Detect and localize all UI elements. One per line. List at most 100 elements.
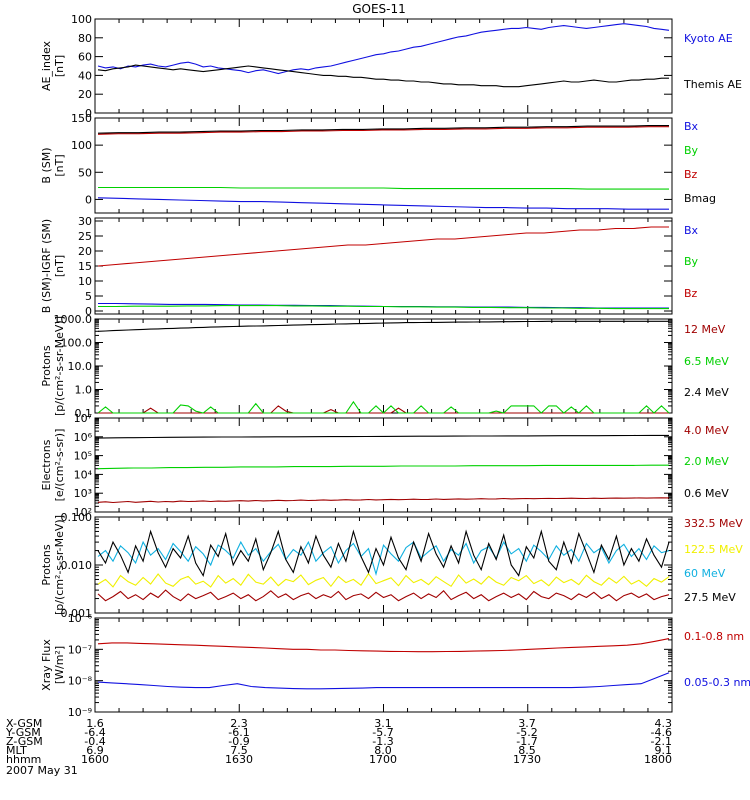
series-line-27-5-mev — [97, 529, 670, 578]
legend-label: 4.0 MeV — [684, 424, 729, 437]
y-axis-label: Xray Flux — [40, 639, 53, 691]
y-tick-label: 10⁴ — [74, 468, 93, 481]
panel-protons_hi: 0.1 1.0 10.0 100.0 1000.0 Protons [p/(cm²-s-sr… — [40, 313, 729, 420]
legend-label: 122.5 MeV — [684, 543, 743, 556]
footer-value: 4.3 — [655, 717, 673, 730]
panel-b_igrf: 0 5 10 15 20 25 30 B (SM)-IGRF (SM) [nT] Bx By Bz — [40, 215, 699, 318]
legend-label: Bmag — [684, 192, 716, 205]
footer-value: 1.6 — [86, 717, 104, 730]
panel-b_sm: 0 50 100 150 B (SM) [nT] Bx By Bz Bmag — [40, 112, 716, 214]
y-tick-label: 10⁷ — [74, 412, 92, 425]
legend-label: Bx — [684, 224, 699, 237]
footer-value: 1730 — [513, 753, 541, 766]
y-tick-label: 100 — [71, 139, 92, 152]
panel-frame — [94, 617, 673, 713]
y-tick-label: 25 — [78, 230, 92, 243]
footer-value: 3.7 — [518, 717, 536, 730]
footer-value: 2.3 — [230, 717, 248, 730]
y-axis-label: B (SM)-IGRF (SM) — [40, 219, 53, 313]
footer-value: -5.7 — [372, 726, 393, 739]
y-axis-label: Electrons — [40, 439, 53, 490]
y-tick-label: 100.0 — [61, 337, 93, 350]
series-line-bx — [97, 197, 669, 210]
series-line-bz — [97, 126, 669, 135]
y-tick-label: 10⁵ — [74, 450, 92, 463]
y-tick-label: 0.010 — [61, 559, 93, 572]
y-tick-label: 150 — [71, 112, 92, 125]
y-axis-label: [nT] — [53, 255, 66, 277]
y-tick-label: 0 — [85, 305, 92, 318]
y-axis-label: Protons — [40, 345, 53, 386]
y-axis-label: [nT] — [53, 55, 66, 77]
series-line-2-0-mev — [97, 464, 669, 470]
legend-label: 0.1-0.8 nm — [684, 630, 744, 643]
series-line-bz — [97, 226, 669, 267]
panel-xray: 10⁻⁹ 10⁻⁸ 10⁻⁷ 10⁻⁶ Xray Flux [W/m²] 0.1-0.8 n… — [40, 612, 750, 719]
y-tick-label: 50 — [78, 166, 92, 179]
footer-value: 1630 — [225, 753, 253, 766]
footer-value: -0.9 — [228, 735, 249, 748]
series-line-themis-ae — [97, 64, 669, 88]
footer-value: 8.5 — [518, 744, 536, 757]
footer-value: 8.0 — [374, 744, 392, 757]
footer-value: 9.1 — [655, 744, 673, 757]
footer-value: 3.1 — [374, 717, 392, 730]
legend-label: Bx — [684, 120, 699, 133]
footer-row-label: hhmm — [6, 753, 41, 766]
y-tick-label: 0 — [85, 107, 92, 120]
y-tick-label: 10² — [74, 506, 92, 519]
legend-label: 2.0 MeV — [684, 455, 729, 468]
legend-label: Bz — [684, 168, 698, 181]
legend-label: 60 MeV — [684, 567, 726, 580]
legend-label: Kyoto AE — [684, 32, 733, 45]
series-line-6-5-mev — [97, 400, 670, 414]
series-line-0-05-0-3-nm — [97, 672, 670, 690]
y-tick-label: 0.001 — [61, 607, 93, 620]
y-tick-label: 10⁶ — [74, 431, 93, 444]
legend-label: Bz — [684, 287, 698, 300]
plot-title: GOES-11 — [352, 2, 406, 16]
footer-row-label: X-GSM — [6, 717, 42, 730]
footer-row-label: MLT — [6, 744, 27, 757]
footer-value: -2.1 — [651, 735, 672, 748]
series-line-kyoto-ae — [97, 23, 670, 75]
footer-value: 7.5 — [230, 744, 248, 757]
series-line-by — [98, 186, 669, 190]
y-tick-label: 80 — [78, 32, 92, 45]
y-axis-label: AE_index — [40, 40, 53, 91]
footer-row-label: Z-GSM — [6, 735, 43, 748]
y-tick-label: 5 — [85, 290, 92, 303]
footer-value: -0.4 — [84, 735, 105, 748]
footer-value: -5.2 — [516, 726, 537, 739]
legend-label: Themis AE — [683, 78, 742, 91]
y-tick-label: 40 — [78, 69, 92, 82]
y-axis-label: [e/(cm²-s-sr)] — [53, 429, 66, 502]
legend-label: By — [684, 144, 699, 157]
y-tick-label: 60 — [78, 51, 92, 64]
footer-value: -4.6 — [651, 726, 672, 739]
y-tick-label: 10⁻⁷ — [68, 643, 92, 656]
legend-label: 332.5 MeV — [684, 517, 743, 530]
y-axis-label: B (SM) — [40, 147, 53, 183]
footer-value: 1700 — [369, 753, 397, 766]
series-line-4-0-mev — [97, 497, 670, 504]
y-tick-label: 10⁻⁶ — [68, 612, 93, 625]
footer-value: -1.3 — [372, 735, 393, 748]
footer-value: -6.4 — [84, 726, 105, 739]
legend-label: 12 MeV — [684, 323, 726, 336]
series-line-bmag — [97, 125, 669, 134]
panel-frame — [94, 18, 673, 114]
y-axis-label: Protons — [40, 544, 53, 585]
y-tick-label: 0.1 — [75, 407, 93, 420]
legend-label: 0.6 MeV — [684, 487, 729, 500]
footer-value: 6.9 — [86, 744, 104, 757]
legend-label: By — [684, 255, 699, 268]
series-line-332-5-mev — [97, 589, 670, 602]
series-line-122-5-mev — [97, 572, 670, 588]
y-axis-label: [W/m²] — [53, 646, 66, 684]
legend-label: 2.4 MeV — [684, 386, 729, 399]
y-tick-label: 10⁻⁸ — [68, 675, 93, 688]
footer-date: 2007 May 31 — [6, 764, 78, 777]
